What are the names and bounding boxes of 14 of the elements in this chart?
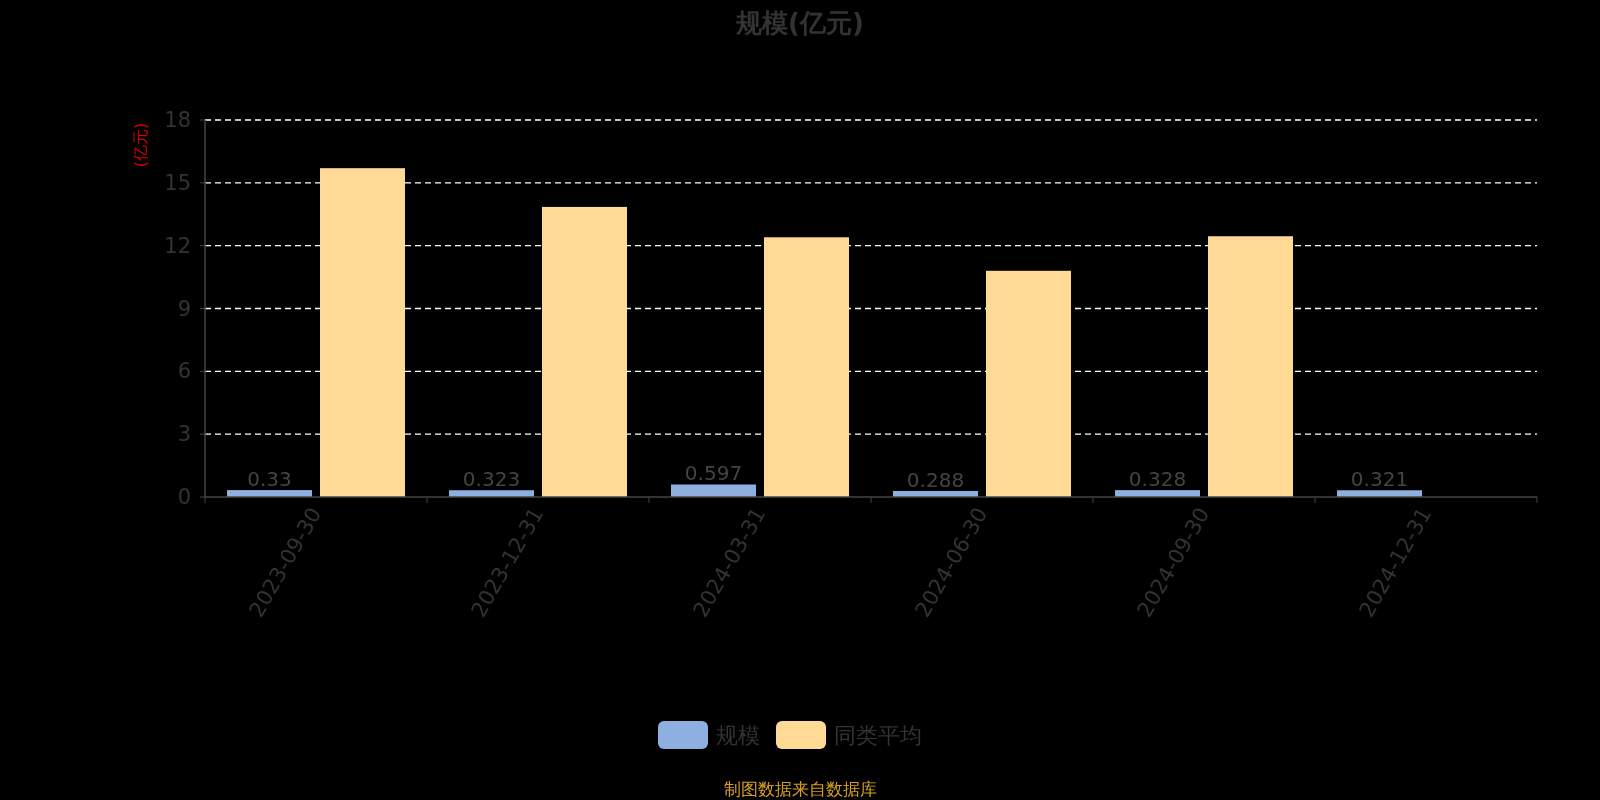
bar	[320, 168, 405, 497]
data-label: 0.33	[247, 467, 292, 492]
data-label: 0.597	[684, 461, 743, 486]
y-axis-title: (亿元)	[131, 122, 150, 168]
data-label: 0.288	[906, 467, 965, 492]
bar	[671, 484, 756, 497]
data-label: 0.323	[462, 467, 521, 492]
bar	[542, 206, 627, 497]
bar	[764, 237, 849, 497]
data-label: 0.328	[1128, 467, 1187, 492]
bar	[986, 270, 1071, 497]
bar	[1208, 236, 1293, 497]
data-label: 0.321	[1350, 467, 1409, 492]
text: 制图数据来自数据库	[723, 779, 877, 799]
